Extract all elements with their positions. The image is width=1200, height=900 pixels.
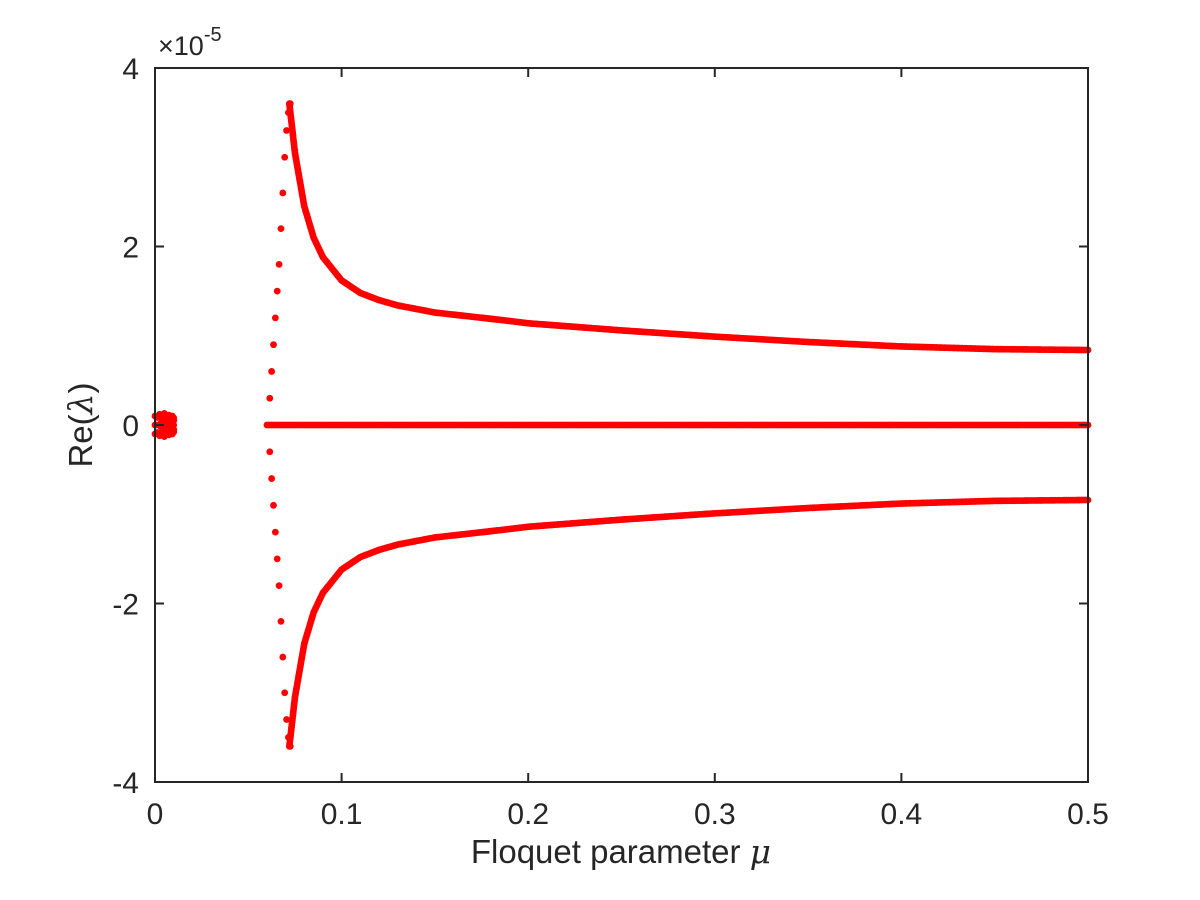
y-tick-label: 4 — [122, 53, 139, 86]
x-axis-title: Floquet parameter μ — [471, 832, 771, 871]
data-point — [283, 716, 290, 723]
data-point — [283, 127, 290, 134]
data-point — [270, 341, 277, 349]
data-point — [170, 426, 178, 434]
data-point — [170, 416, 178, 424]
data-point — [273, 555, 281, 563]
data-point — [268, 368, 276, 375]
y-tick-label: 0 — [122, 410, 139, 443]
data-point — [275, 260, 283, 268]
x-tick-label: 0.1 — [321, 798, 363, 831]
data-point — [279, 653, 287, 661]
data-point — [268, 475, 276, 482]
data-point — [277, 225, 285, 233]
data-point — [273, 287, 281, 295]
y-tick-label: -4 — [112, 767, 139, 800]
data-point — [275, 582, 283, 590]
x-tick-label: 0 — [147, 798, 164, 831]
axis-ticks: 0 0.1 0.2 0.3 0.4 0.5 -4 -2 0 2 4 — [112, 53, 1109, 831]
y-tick-label: 2 — [122, 232, 139, 265]
x-tick-label: 0.2 — [507, 798, 549, 831]
data-point — [279, 189, 287, 197]
y-axis-title: Re(λ) — [61, 382, 100, 467]
data-markers — [151, 100, 1092, 750]
x-tick-label: 0.5 — [1067, 798, 1109, 831]
data-point — [266, 448, 274, 456]
y-tick-label: -2 — [112, 589, 139, 622]
data-point — [271, 314, 279, 322]
data-point — [271, 528, 279, 536]
y-multiplier-label: ×10-5 — [158, 24, 222, 61]
data-point — [277, 617, 285, 625]
data-point — [266, 394, 274, 402]
data-point — [281, 153, 289, 161]
data-point — [281, 689, 289, 697]
data-point — [270, 501, 277, 509]
x-tick-label: 0.4 — [881, 798, 923, 831]
x-tick-label: 0.3 — [694, 798, 736, 831]
